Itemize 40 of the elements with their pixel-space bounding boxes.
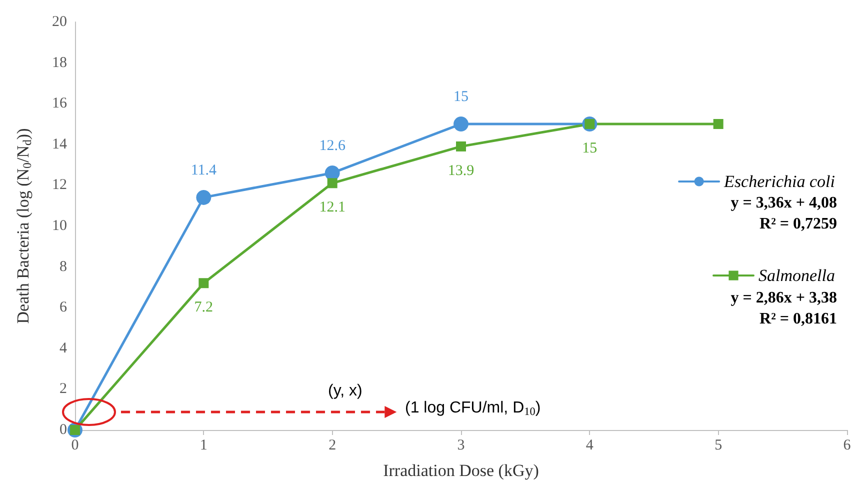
y-tick-label: 12 bbox=[52, 177, 67, 194]
annotation: y = 3,36x + 4,08 bbox=[730, 194, 837, 212]
y-tick-label: 16 bbox=[52, 96, 68, 112]
data-label: 15 bbox=[454, 89, 468, 105]
x-tick-label: 5 bbox=[714, 438, 722, 454]
point bbox=[454, 116, 468, 132]
y-tick-label: 10 bbox=[52, 218, 67, 234]
point bbox=[713, 119, 724, 129]
x-tick-label: 3 bbox=[457, 438, 465, 454]
data-label: 13.9 bbox=[448, 162, 474, 179]
point bbox=[456, 141, 466, 152]
x-tick-label: 0 bbox=[71, 438, 79, 454]
data-label: 15 bbox=[582, 140, 598, 156]
y-tick-label: 14 bbox=[52, 136, 68, 152]
x-tick-label: 6 bbox=[843, 438, 852, 454]
annotation: (y, x) bbox=[328, 382, 362, 400]
x-tick-label: 2 bbox=[328, 438, 336, 454]
y-tick-label: 18 bbox=[52, 54, 67, 71]
data-label: 12.1 bbox=[319, 200, 346, 216]
y-tick-label: 0 bbox=[60, 422, 67, 438]
y-axis-title: Death Bacteria (log (N0/Nd)) bbox=[13, 128, 34, 324]
point bbox=[196, 190, 212, 205]
data-label: 12.6 bbox=[319, 138, 346, 154]
point bbox=[327, 178, 338, 188]
x-axis-title: Irradiation Dose (kGy) bbox=[383, 461, 539, 480]
x-tick-label: 1 bbox=[200, 438, 208, 454]
data-label: 11.4 bbox=[190, 162, 218, 178]
y-tick-label: 2 bbox=[60, 381, 67, 398]
annotation: R² = 0,8161 bbox=[760, 310, 837, 328]
data-label: 7.2 bbox=[194, 300, 214, 316]
legend-label: Salmonella bbox=[758, 266, 836, 285]
point bbox=[198, 278, 209, 288]
annotation: R² = 0,7259 bbox=[760, 216, 837, 232]
annotation: y = 2,86x + 3,38 bbox=[730, 290, 837, 306]
y-tick-label: 20 bbox=[52, 14, 67, 30]
x-tick-label: 4 bbox=[586, 438, 594, 454]
y-tick-label: 4 bbox=[60, 340, 68, 356]
y-tick-label: 8 bbox=[60, 258, 67, 275]
y-tick-label: 6 bbox=[60, 300, 68, 316]
legend-label: Escherichia coli bbox=[723, 172, 836, 191]
